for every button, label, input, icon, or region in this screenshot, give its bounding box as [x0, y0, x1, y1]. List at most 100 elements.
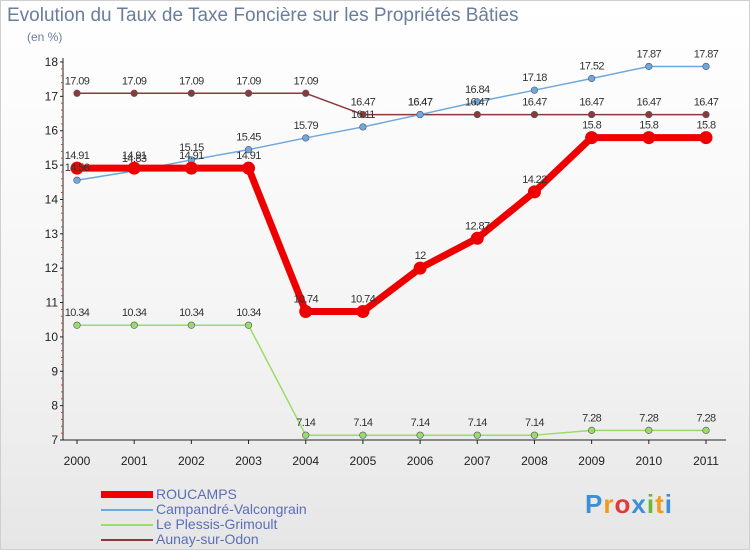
data-label-3: 16.47 [637, 97, 662, 109]
y-tick-label: 7 [51, 433, 58, 447]
x-tick-label: 2010 [635, 454, 662, 468]
logo-letter: P [585, 489, 604, 519]
data-point-3 [473, 110, 481, 119]
data-point-0 [70, 161, 84, 175]
data-label-2: 10.34 [236, 307, 261, 319]
chart-legend: ROUCAMPS Campandré-Valcongrain Le Plessis-… [101, 486, 361, 547]
data-label-1: 16.11 [351, 109, 375, 121]
data-label-2: 7.14 [296, 417, 315, 429]
data-label-0: 10.74 [293, 293, 318, 305]
data-point-3 [302, 89, 310, 97]
data-label-2: 10.34 [65, 307, 90, 319]
data-point-0 [184, 161, 198, 175]
data-label-2: 7.14 [353, 417, 372, 429]
x-tick-label: 2011 [693, 454, 719, 468]
data-point-0 [642, 131, 656, 145]
legend-item: Le Plessis-Grimoult [101, 516, 361, 532]
data-point-1 [702, 62, 710, 71]
data-label-3: 16.47 [351, 97, 376, 109]
data-point-0 [527, 185, 541, 199]
data-point-0 [242, 161, 256, 175]
data-label-3: 16.47 [694, 97, 719, 109]
data-label-3: 17.09 [293, 75, 318, 87]
data-point-0 [299, 304, 313, 318]
data-point-3 [588, 110, 596, 119]
data-point-3 [530, 110, 539, 119]
data-point-1 [244, 146, 253, 154]
series-line-2 [77, 324, 706, 436]
data-point-0 [413, 261, 427, 275]
data-point-1 [416, 110, 424, 119]
proxiti-logo: Proxiti [585, 489, 673, 520]
data-label-3: 16.47 [465, 97, 490, 109]
data-label-3: 16.47 [522, 97, 547, 109]
data-point-3 [187, 89, 195, 97]
data-point-1 [530, 86, 539, 94]
logo-letter: i [646, 489, 656, 519]
data-point-1 [302, 134, 310, 142]
data-point-1 [473, 98, 481, 106]
data-label-0: 15.8 [582, 120, 601, 132]
legend-label: Aunay-sur-Odon [156, 531, 259, 547]
legend-item: ROUCAMPS [101, 486, 361, 502]
y-tick-label: 16 [45, 124, 59, 138]
data-label-0: 15.8 [639, 120, 658, 132]
logo-letter: r [603, 489, 615, 519]
data-point-0 [356, 304, 370, 318]
data-label-0: 14.91 [236, 150, 261, 162]
data-label-2: 7.14 [411, 417, 430, 429]
y-tick-label: 13 [45, 227, 59, 241]
data-label-2: 10.34 [122, 307, 147, 319]
data-label-0: 10.74 [351, 293, 376, 305]
x-tick-label: 2005 [350, 454, 377, 468]
data-point-3 [244, 89, 253, 97]
data-point-2 [645, 426, 653, 434]
data-label-2: 7.14 [525, 417, 544, 429]
data-point-0 [470, 231, 484, 245]
y-tick-label: 8 [51, 399, 58, 413]
logo-letter: x [631, 489, 647, 519]
x-tick-label: 2000 [64, 454, 91, 468]
data-label-3: 16.47 [579, 97, 604, 109]
data-label-1: 16.84 [465, 84, 490, 96]
data-point-1 [588, 74, 596, 83]
y-tick-label: 17 [45, 89, 59, 103]
data-point-2 [244, 321, 253, 329]
chart-title: Evolution du Taux de Taxe Foncière sur l… [7, 5, 519, 26]
data-label-0: 14.91 [65, 150, 90, 162]
data-label-2: 10.34 [179, 307, 204, 319]
data-label-1: 15.79 [293, 120, 318, 132]
x-tick-label: 2004 [292, 454, 319, 468]
data-point-0 [127, 161, 141, 175]
series-line-0 [77, 134, 706, 315]
data-label-0: 12.87 [465, 220, 490, 232]
data-label-1: 15.45 [236, 132, 261, 144]
data-label-3: 16.47 [408, 97, 433, 109]
data-point-3 [359, 110, 367, 119]
data-point-3 [130, 89, 138, 97]
x-tick-label: 2008 [521, 454, 548, 468]
data-point-2 [530, 431, 539, 439]
data-point-0 [585, 131, 599, 145]
legend-label: Campandré-Valcongrain [156, 501, 307, 517]
y-axis-unit-label: (en %) [27, 30, 63, 44]
data-label-3: 17.09 [122, 75, 147, 87]
legend-item: Aunay-sur-Odon [101, 531, 361, 547]
legend-item: Campandré-Valcongrain [101, 501, 361, 517]
data-point-1 [73, 176, 81, 184]
y-tick-label: 9 [51, 364, 58, 378]
data-label-3: 17.09 [236, 75, 261, 87]
x-tick-label: 2001 [121, 454, 148, 468]
data-label-0: 14.91 [179, 150, 204, 162]
data-point-1 [645, 62, 653, 71]
data-point-2 [359, 431, 367, 439]
data-point-2 [302, 431, 310, 439]
legend-label: Le Plessis-Grimoult [156, 516, 278, 532]
data-label-1: 14.83 [122, 153, 147, 165]
data-point-2 [702, 426, 710, 434]
y-tick-label: 15 [45, 158, 59, 172]
legend-swatch [101, 539, 153, 541]
y-tick-label: 14 [45, 192, 59, 206]
y-tick-label: 10 [45, 330, 59, 344]
